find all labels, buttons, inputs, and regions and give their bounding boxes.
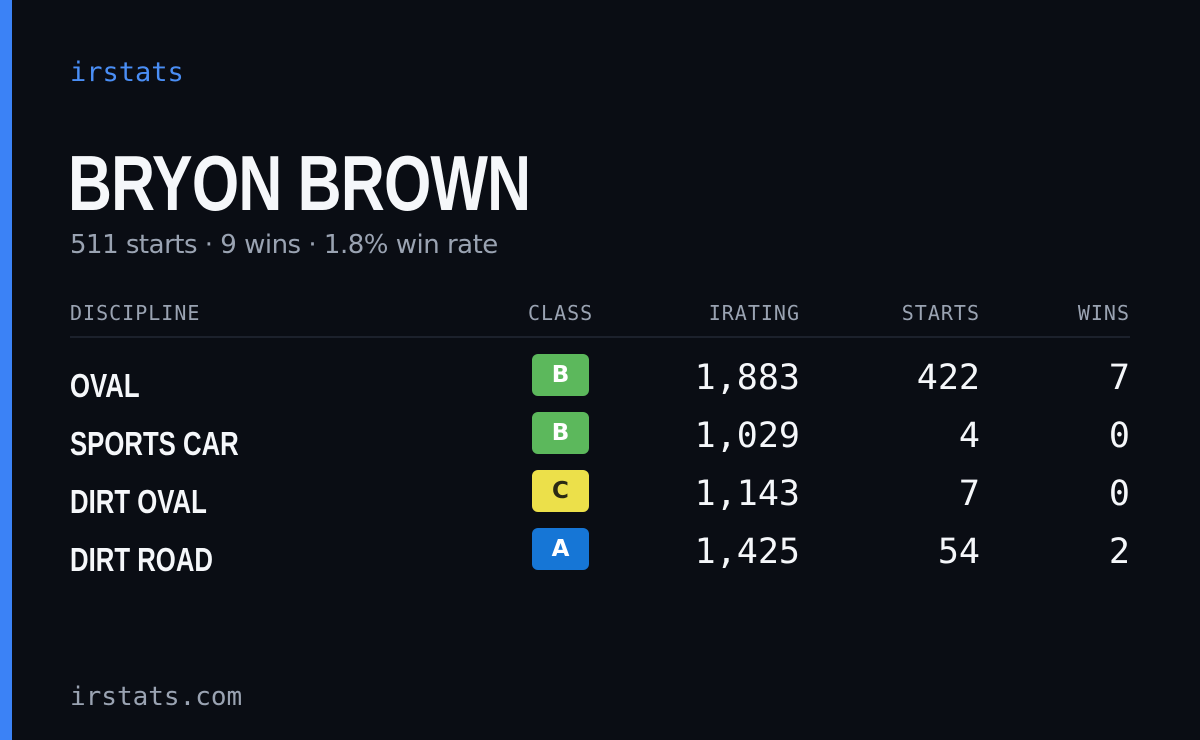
wins-value: 0 bbox=[1108, 474, 1130, 514]
driver-summary: 511 starts · 9 wins · 1.8% win rate bbox=[70, 230, 498, 260]
discipline-name: DIRT ROAD bbox=[70, 541, 213, 578]
wins-value: 2 bbox=[1108, 532, 1130, 572]
discipline-name: DIRT OVAL bbox=[70, 483, 207, 520]
irating-value: 1,143 bbox=[694, 474, 800, 514]
header-starts: STARTS bbox=[901, 301, 980, 325]
table-header: DISCIPLINE CLASS IRATING STARTS WINS bbox=[70, 296, 1130, 338]
class-badge: B bbox=[532, 412, 589, 454]
class-badge: A bbox=[532, 528, 589, 570]
starts-value: 7 bbox=[958, 474, 980, 514]
irating-value: 1,883 bbox=[694, 358, 800, 398]
table-body: OVAL B 1,883 422 7 SPORTS CAR B 1,029 4 … bbox=[70, 354, 1130, 586]
irating-value: 1,425 bbox=[694, 532, 800, 572]
header-discipline: DISCIPLINE bbox=[70, 301, 201, 325]
driver-name: BRYON BROWN bbox=[68, 139, 531, 227]
table-row: SPORTS CAR B 1,029 4 0 bbox=[70, 412, 1130, 470]
starts-value: 422 bbox=[916, 358, 980, 398]
wins-value: 7 bbox=[1108, 358, 1130, 398]
accent-bar bbox=[0, 0, 12, 740]
header-irating: IRATING bbox=[708, 301, 800, 325]
header-class: CLASS bbox=[528, 301, 594, 325]
wins-value: 0 bbox=[1108, 416, 1130, 456]
starts-value: 4 bbox=[958, 416, 980, 456]
table-row: OVAL B 1,883 422 7 bbox=[70, 354, 1130, 412]
footer-domain: irstats.com bbox=[70, 682, 243, 712]
brand-logo-text: irstats bbox=[70, 57, 184, 88]
header-wins: WINS bbox=[1077, 301, 1130, 325]
class-badge: C bbox=[532, 470, 589, 512]
table-row: DIRT ROAD A 1,425 54 2 bbox=[70, 528, 1130, 586]
class-badge: B bbox=[532, 354, 589, 396]
starts-value: 54 bbox=[937, 532, 980, 572]
stats-table: DISCIPLINE CLASS IRATING STARTS WINS OVA… bbox=[70, 296, 1130, 578]
discipline-name: SPORTS CAR bbox=[70, 425, 239, 462]
table-row: DIRT OVAL C 1,143 7 0 bbox=[70, 470, 1130, 528]
irating-value: 1,029 bbox=[694, 416, 800, 456]
discipline-name: OVAL bbox=[70, 367, 140, 404]
